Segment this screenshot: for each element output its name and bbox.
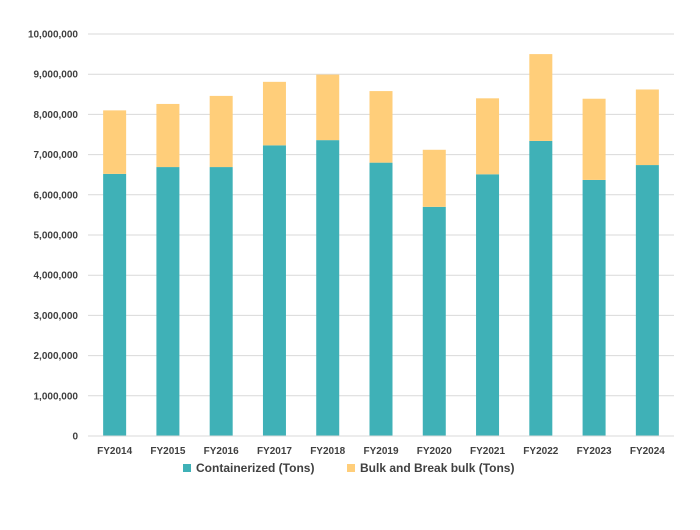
legend-swatch [183, 464, 191, 472]
bar-bulk-breakbulk [103, 110, 127, 174]
x-tick-label: FY2021 [470, 446, 505, 457]
legend-swatch [347, 464, 355, 472]
x-tick-label: FY2017 [257, 446, 292, 457]
x-tick-label: FY2020 [417, 446, 452, 457]
x-tick-label: FY2019 [363, 446, 398, 457]
x-tick-label: FY2016 [204, 446, 239, 457]
bar-containerized [422, 206, 446, 436]
bar-bulk-breakbulk [209, 95, 233, 168]
bar-bulk-breakbulk [156, 103, 180, 168]
bars [103, 54, 659, 437]
legend: Containerized (Tons) Bulk and Break bulk … [183, 461, 514, 475]
y-tick-label: 6,000,000 [34, 190, 79, 201]
y-tick-label: 10,000,000 [28, 30, 78, 41]
y-tick-label: 7,000,000 [34, 150, 79, 161]
legend-label: Containerized (Tons) [196, 461, 314, 475]
bar-bulk-breakbulk [262, 81, 286, 146]
bar-containerized [369, 162, 393, 436]
y-tick-label: 4,000,000 [34, 271, 79, 282]
legend-label: Bulk and Break bulk (Tons) [360, 461, 514, 475]
y-tick-label: 3,000,000 [34, 311, 79, 322]
x-tick-label: FY2022 [523, 446, 558, 457]
bar-containerized [262, 145, 286, 436]
y-tick-label: 9,000,000 [34, 70, 79, 81]
x-tick-label: FY2023 [577, 446, 612, 457]
legend-item: Containerized (Tons) [183, 461, 314, 475]
bar-containerized [103, 173, 127, 436]
x-tick-label: FY2018 [310, 446, 345, 457]
y-axis-ticks: 0 1,000,000 2,000,000 3,000,000 4,000,000 5,0… [28, 30, 79, 443]
bar-containerized [476, 174, 500, 436]
y-tick-label: 5,000,000 [34, 231, 79, 242]
bar-bulk-breakbulk [369, 91, 393, 163]
legend-item: Bulk and Break bulk (Tons) [347, 461, 514, 475]
bar-containerized [156, 167, 180, 436]
bar-containerized [529, 140, 553, 436]
y-tick-label: 0 [72, 432, 78, 443]
y-tick-label: 8,000,000 [34, 110, 79, 121]
bar-containerized [635, 165, 659, 436]
bar-bulk-breakbulk [635, 89, 659, 166]
y-tick-label: 1,000,000 [34, 391, 79, 402]
y-tick-label: 2,000,000 [34, 351, 79, 362]
bar-bulk-breakbulk [422, 149, 446, 207]
bar-containerized [316, 140, 340, 437]
bar-bulk-breakbulk [582, 98, 606, 180]
bar-containerized [582, 179, 606, 436]
bar-containerized [209, 167, 233, 436]
x-tick-label: FY2024 [630, 446, 665, 457]
x-axis-ticks: FY2014 FY2015 FY2016 FY2017 FY2018 FY2019 FY20… [97, 446, 665, 457]
bar-bulk-breakbulk [529, 54, 553, 141]
x-tick-label: FY2014 [97, 446, 132, 457]
x-tick-label: FY2015 [150, 446, 185, 457]
bar-bulk-breakbulk [316, 74, 340, 141]
bar-bulk-breakbulk [476, 98, 500, 175]
